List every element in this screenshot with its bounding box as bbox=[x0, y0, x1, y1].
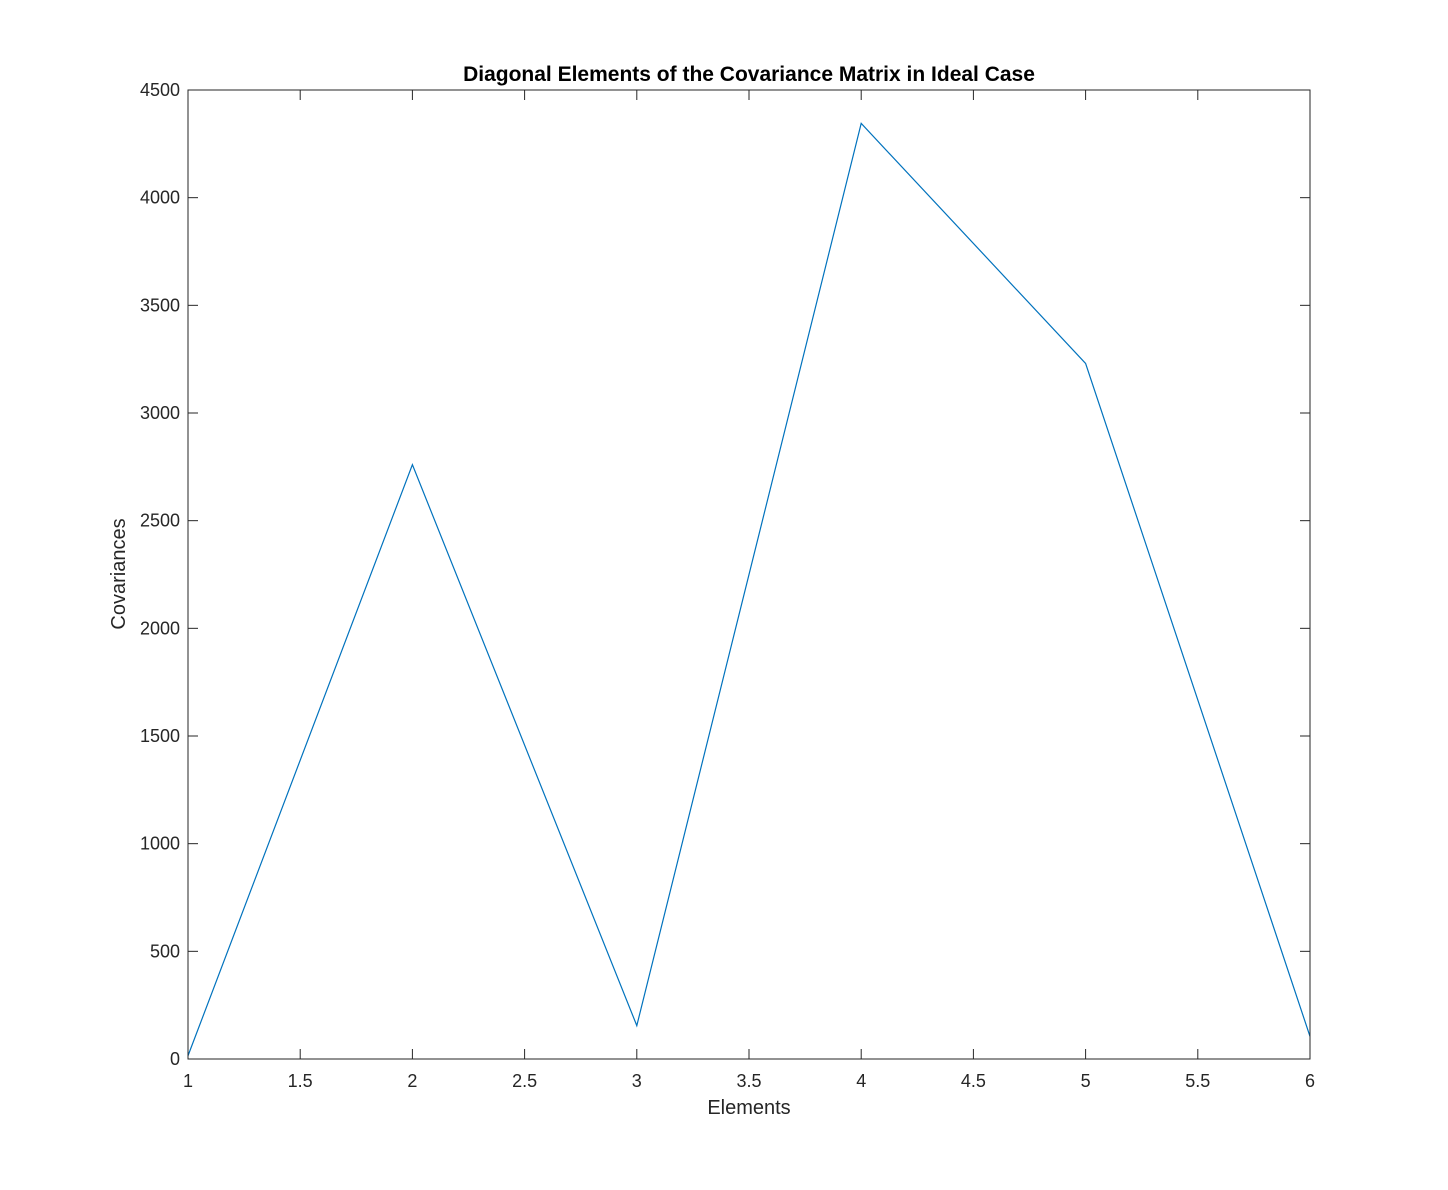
x-tick-label: 4 bbox=[856, 1071, 866, 1091]
y-tick-label: 4500 bbox=[140, 80, 180, 100]
x-axis-ticks: 1 1.5 2 2.5 3 3.5 4 4.5 5 5.5 6 bbox=[183, 90, 1315, 1091]
x-tick-label: 4.5 bbox=[961, 1071, 986, 1091]
series-line bbox=[187, 122, 1311, 1056]
y-tick-label: 1000 bbox=[140, 834, 180, 854]
x-tick-label: 1 bbox=[183, 1071, 193, 1091]
x-tick-label: 2 bbox=[407, 1071, 417, 1091]
x-tick-label: 2.5 bbox=[512, 1071, 537, 1091]
x-tick-label: 5.5 bbox=[1185, 1071, 1210, 1091]
series-layer bbox=[187, 122, 1311, 1056]
y-tick-label: 2500 bbox=[140, 511, 180, 531]
y-axis-ticks: 0 500 1000 1500 2000 2500 3000 3500 4000 4500 bbox=[140, 80, 1310, 1069]
y-tick-label: 4000 bbox=[140, 188, 180, 208]
chart-title: Diagonal Elements of the Covariance Matr… bbox=[463, 63, 1035, 86]
y-tick-label: 3500 bbox=[140, 295, 180, 315]
x-axis-label: Elements bbox=[707, 1097, 790, 1119]
y-tick-label: 2000 bbox=[140, 618, 180, 638]
y-axis-label: Covariances bbox=[108, 518, 130, 629]
y-tick-label: 3000 bbox=[140, 403, 180, 423]
y-tick-label: 500 bbox=[150, 941, 180, 961]
y-tick-label: 1500 bbox=[140, 726, 180, 746]
y-tick-label: 0 bbox=[170, 1049, 180, 1069]
x-tick-label: 5 bbox=[1081, 1071, 1091, 1091]
x-tick-label: 1.5 bbox=[288, 1071, 313, 1091]
x-tick-label: 3.5 bbox=[736, 1071, 761, 1091]
x-tick-label: 6 bbox=[1305, 1071, 1315, 1091]
x-tick-label: 3 bbox=[632, 1071, 642, 1091]
